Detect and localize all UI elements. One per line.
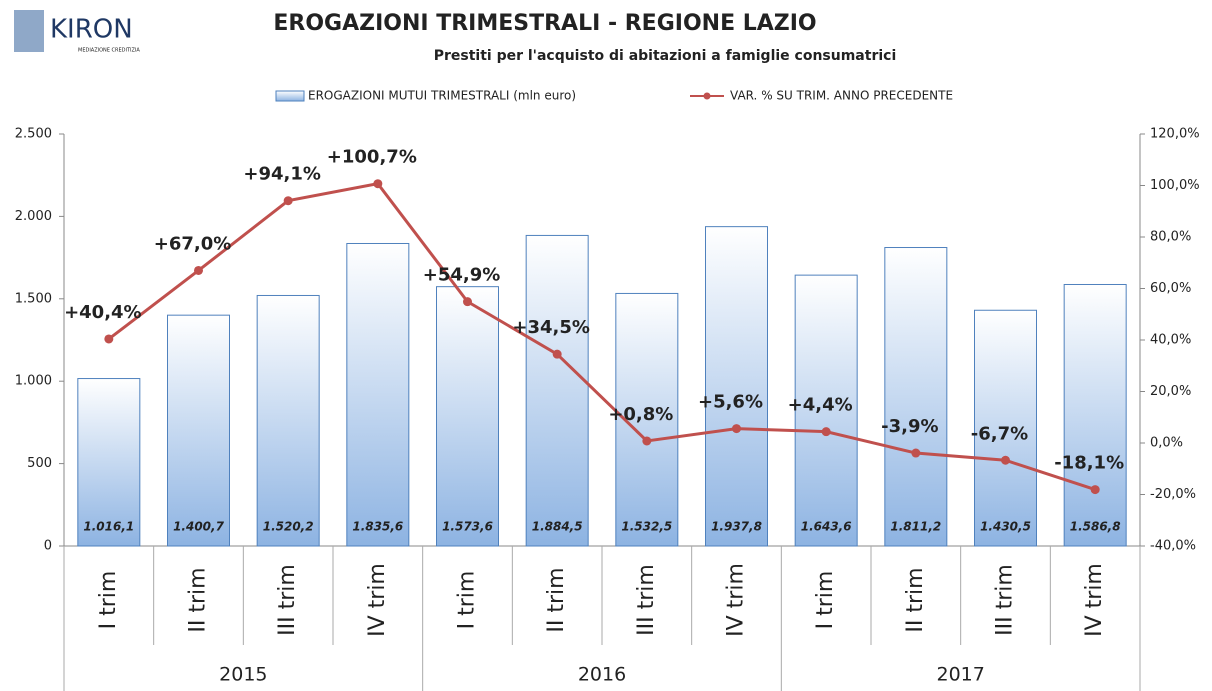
bar-value-label: 1.811,2 <box>890 520 941 534</box>
y2-tick-label: 20,0% <box>1150 384 1191 399</box>
bar <box>705 226 768 547</box>
year-label: 2015 <box>219 664 267 686</box>
bar-value-label: 1.400,7 <box>173 520 225 534</box>
line-value-label: +67,0% <box>154 233 232 254</box>
line-marker <box>1001 455 1010 465</box>
y-tick-label: 1.500 <box>15 291 52 306</box>
bar-value-label: 1.835,6 <box>352 520 403 534</box>
line-marker <box>552 349 562 359</box>
x-tick-label: III trim <box>993 564 1018 636</box>
y2-tick-label: 0,0% <box>1150 436 1183 451</box>
line-value-label: +4,4% <box>788 395 853 416</box>
line-value-label: +34,5% <box>512 317 590 338</box>
bar <box>77 378 141 547</box>
line-marker <box>1090 485 1100 495</box>
line-value-label: +40,4% <box>64 302 142 323</box>
line-value-label: +5,6% <box>698 392 763 413</box>
y2-tick-label: -40,0% <box>1150 539 1196 554</box>
y2-tick-label: 120,0% <box>1150 127 1200 142</box>
line-value-label: +94,1% <box>243 164 321 185</box>
y2-tick-label: -20,0% <box>1150 487 1196 502</box>
line-value-label: -6,7% <box>971 423 1028 444</box>
line-marker <box>194 265 203 275</box>
y2-tick-label: 40,0% <box>1150 333 1191 348</box>
line-marker <box>463 297 472 307</box>
logo-name: KIRON <box>50 15 133 45</box>
bar-value-label: 1.586,8 <box>1070 520 1121 534</box>
x-tick-label: II trim <box>544 567 569 632</box>
bar <box>884 247 948 547</box>
logo-tagline: MEDIAZIONE CREDITIZIA <box>78 48 140 54</box>
x-tick-label: II trim <box>903 567 928 632</box>
line-marker <box>373 179 383 189</box>
line-marker <box>642 436 652 446</box>
bar <box>346 242 410 547</box>
line <box>107 182 1096 492</box>
bar-value-label: 1.643,6 <box>801 520 852 534</box>
bar-value-label: 1.430,5 <box>980 520 1031 534</box>
y-tick-label: 1.000 <box>15 374 52 389</box>
y2-tick-label: 60,0% <box>1150 281 1191 296</box>
x-tick-label: III trim <box>634 564 659 636</box>
year-label: 2016 <box>578 664 626 686</box>
bar-value-label: 1.016,1 <box>83 520 134 534</box>
x-tick-label: III trim <box>275 564 300 636</box>
bar <box>256 294 320 547</box>
y-tick-label: 2.500 <box>15 127 52 142</box>
line-value-label: +54,9% <box>423 265 501 286</box>
legend: EROGAZIONI MUTUI TRIMESTRALI (mln euro) V… <box>275 89 953 103</box>
logo: KIRON MEDIAZIONE CREDITIZIA <box>14 10 140 54</box>
line-marker <box>911 448 921 458</box>
chart-title: EROGAZIONI TRIMESTRALI - REGIONE LAZIO <box>273 11 816 36</box>
x-tick-label: IV trim <box>724 563 749 637</box>
bar <box>436 286 499 547</box>
y2-tick-label: 80,0% <box>1150 230 1191 245</box>
bar-value-label: 1.532,5 <box>621 520 672 534</box>
x-tick-label: I trim <box>96 571 121 630</box>
bar-value-label: 1.937,8 <box>711 520 762 534</box>
year-label: 2017 <box>936 664 984 686</box>
x-tick-label: I trim <box>455 571 480 630</box>
y-tick-label: 0 <box>44 539 52 554</box>
legend-label: EROGAZIONI MUTUI TRIMESTRALI (mln euro) <box>308 89 576 103</box>
line-marker <box>283 196 293 206</box>
y2-tick-label: 100,0% <box>1150 178 1200 193</box>
bar <box>525 234 589 547</box>
legend-marker <box>703 92 711 100</box>
chart-subtitle: Prestiti per l'acquisto di abitazioni a … <box>434 48 897 64</box>
x-tick-label: II trim <box>186 567 211 632</box>
bar-value-label: 1.573,6 <box>442 520 493 534</box>
x-tick-label: IV trim <box>365 563 390 637</box>
x-tick-label: I trim <box>813 571 838 630</box>
line-value-label: -18,1% <box>1054 453 1124 474</box>
line-value-label: -3,9% <box>881 416 938 437</box>
bar <box>974 309 1037 547</box>
y-tick-label: 2.000 <box>15 209 52 224</box>
bar-value-label: 1.520,2 <box>263 520 314 534</box>
y-tick-label: 500 <box>27 456 52 471</box>
x-tick-label: IV trim <box>1082 563 1107 637</box>
legend-swatch <box>275 90 305 102</box>
bar <box>1063 283 1127 547</box>
bar <box>167 314 230 547</box>
line-marker <box>104 334 114 344</box>
bar-value-label: 1.884,5 <box>532 520 583 534</box>
line-value-label: +0,8% <box>608 404 673 425</box>
logo-icon <box>14 10 44 52</box>
bar <box>794 274 858 547</box>
line-value-label: +100,7% <box>327 147 417 168</box>
line-marker <box>732 424 741 434</box>
line-marker <box>821 427 831 437</box>
legend-label: VAR. % SU TRIM. ANNO PRECEDENTE <box>730 89 953 103</box>
